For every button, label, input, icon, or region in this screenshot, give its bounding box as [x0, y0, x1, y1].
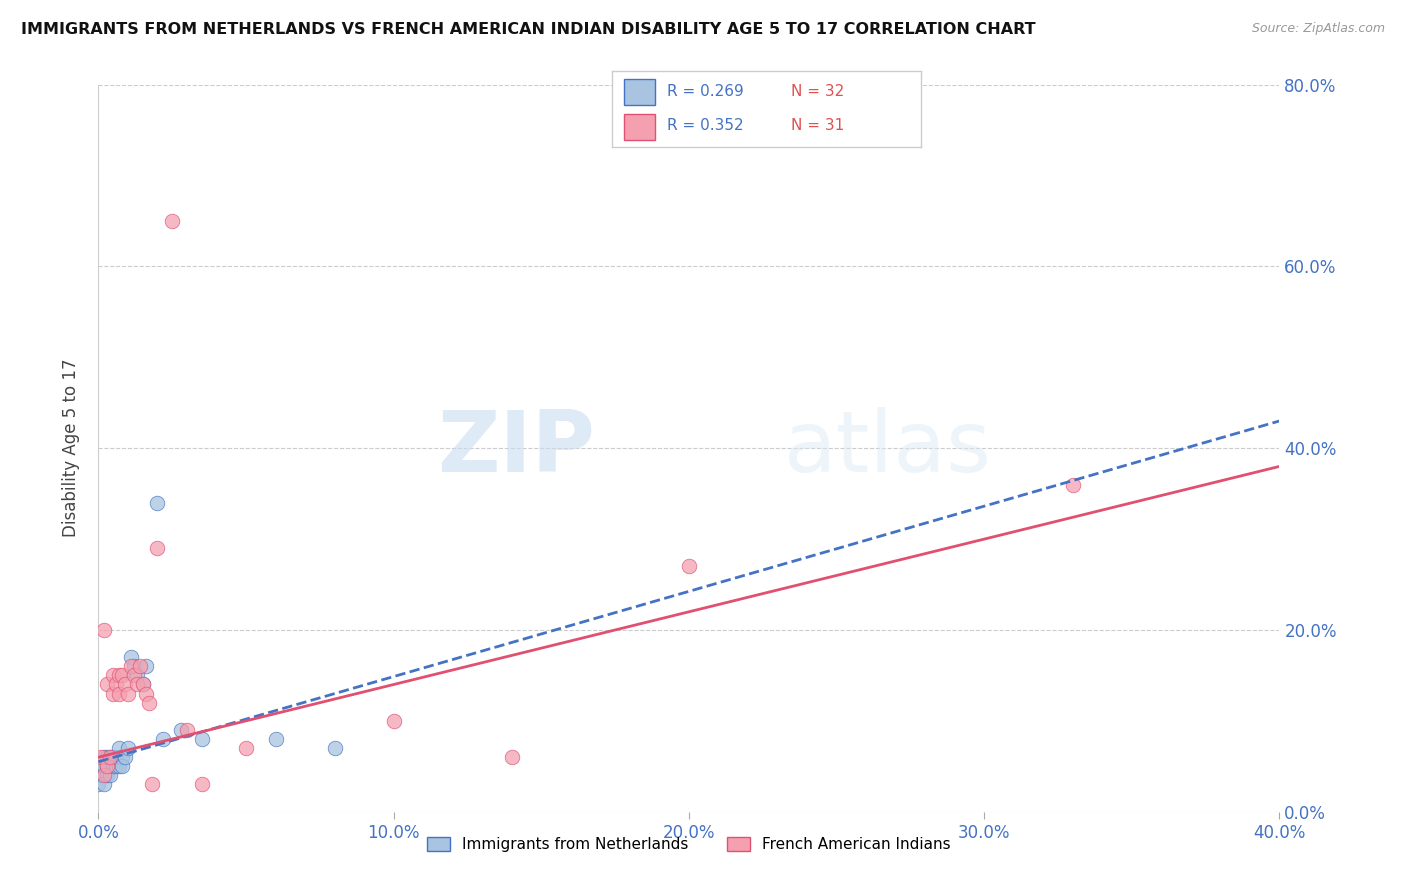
Point — [108, 668, 131, 682]
Point — [191, 777, 214, 791]
Point — [96, 759, 118, 773]
Point — [176, 723, 198, 737]
Text: N = 32: N = 32 — [792, 85, 844, 99]
Point — [120, 650, 142, 665]
Point — [128, 659, 150, 673]
Point — [87, 777, 110, 791]
Point — [138, 696, 160, 710]
Point — [93, 750, 115, 764]
Point — [132, 677, 155, 691]
Point — [235, 741, 257, 756]
Point — [96, 759, 118, 773]
Point — [146, 496, 169, 510]
Point — [114, 677, 136, 691]
Point — [1062, 477, 1084, 491]
Text: N = 31: N = 31 — [792, 119, 844, 134]
Point — [501, 750, 523, 764]
Point — [93, 759, 115, 773]
Point — [122, 668, 145, 682]
Point — [170, 723, 193, 737]
Point — [117, 687, 139, 701]
Point — [146, 541, 169, 556]
Text: IMMIGRANTS FROM NETHERLANDS VS FRENCH AMERICAN INDIAN DISABILITY AGE 5 TO 17 COR: IMMIGRANTS FROM NETHERLANDS VS FRENCH AM… — [21, 22, 1036, 37]
Point — [90, 750, 112, 764]
Point — [111, 750, 134, 764]
Point — [98, 750, 121, 764]
Point — [125, 677, 148, 691]
Point — [678, 559, 700, 574]
Legend: Immigrants from Netherlands, French American Indians: Immigrants from Netherlands, French Amer… — [420, 831, 957, 859]
Point — [122, 659, 145, 673]
Point — [103, 687, 125, 701]
Point — [105, 750, 128, 764]
Point — [93, 777, 115, 791]
Point — [105, 677, 128, 691]
Point — [96, 750, 118, 764]
Y-axis label: Disability Age 5 to 17: Disability Age 5 to 17 — [62, 359, 80, 538]
Point — [103, 759, 125, 773]
Point — [141, 777, 163, 791]
Text: Source: ZipAtlas.com: Source: ZipAtlas.com — [1251, 22, 1385, 36]
Point — [162, 214, 183, 228]
Point — [323, 741, 346, 756]
Text: atlas: atlas — [783, 407, 991, 490]
Point — [120, 659, 142, 673]
Point — [90, 768, 112, 782]
Text: R = 0.352: R = 0.352 — [668, 119, 744, 134]
Text: R = 0.269: R = 0.269 — [668, 85, 744, 99]
Point — [90, 759, 112, 773]
Point — [93, 768, 115, 782]
Point — [191, 731, 214, 746]
Point — [108, 687, 131, 701]
Point — [382, 714, 405, 728]
Point — [132, 677, 155, 691]
Point — [135, 687, 157, 701]
Point — [108, 741, 131, 756]
Point — [114, 750, 136, 764]
Point — [111, 668, 134, 682]
Point — [117, 741, 139, 756]
Point — [125, 668, 148, 682]
Bar — [624, 114, 655, 140]
Point — [152, 731, 174, 746]
Text: ZIP: ZIP — [437, 407, 595, 490]
Point — [105, 759, 128, 773]
Point — [135, 659, 157, 673]
Point — [98, 768, 121, 782]
Point — [98, 750, 121, 764]
Point — [103, 668, 125, 682]
Point — [111, 759, 134, 773]
Point — [108, 759, 131, 773]
Point — [264, 731, 287, 746]
Point — [93, 623, 115, 637]
Point — [103, 750, 125, 764]
Point — [96, 677, 118, 691]
Point — [96, 768, 118, 782]
Bar — [624, 79, 655, 104]
